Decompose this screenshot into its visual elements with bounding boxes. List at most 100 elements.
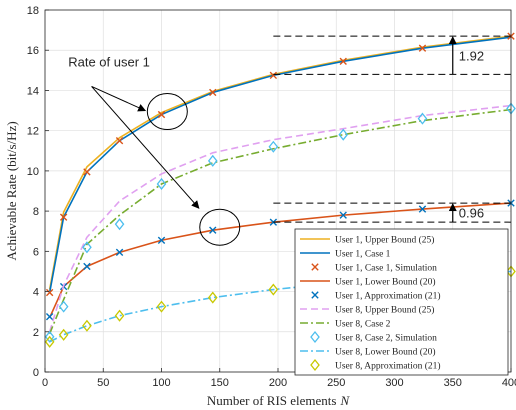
legend-label: User 8, Case 2, Simulation [335,334,437,344]
legend-swatch [311,263,319,271]
data-point [114,218,125,231]
data-point [418,44,427,52]
series-user-1-case-1 [48,36,512,293]
data-point [418,205,427,213]
y-tick-label: 12 [27,126,39,138]
data-point [83,168,91,176]
data-point [59,213,68,221]
data-point [268,283,279,296]
data-point [114,309,125,322]
x-tick-label: 150 [211,377,229,389]
y-axis-title: Achievable Rate (bit/s/Hz) [4,121,19,260]
legend-swatch [310,330,320,344]
data-point [339,211,347,219]
x-tick-label: 100 [152,377,170,389]
data-point [44,335,55,348]
data-point [269,71,278,80]
legend-entry: User 1, Lower Bound (20) [300,277,436,288]
x-axis-title-symbol: N [339,393,350,408]
legend-entry: User 8, Approximation (21) [310,358,441,372]
y-tick-label: 8 [33,206,39,218]
x-tick-label: 250 [327,377,345,389]
data-point [115,248,124,257]
x-tick-label: 0 [42,377,48,389]
legend-label: User 1, Approximation (21) [335,291,441,302]
legend-entry: User 1, Case 1, Simulation [311,263,437,274]
gap-value-label: 0.96 [459,206,484,221]
annotation-gap-lower: 0.96 [273,202,511,223]
annotation-gap-upper: 1.92 [273,35,511,75]
annotation-rate-user1: Rate of user 1 [68,54,150,69]
data-point [268,140,279,153]
legend-entry: User 1, Case 1 [300,250,391,260]
data-point [157,110,166,119]
data-point [417,112,428,125]
y-tick-label: 4 [33,287,39,299]
legend-label: User 8, Case 2 [335,320,391,330]
annotation-arrow-lower [91,86,200,209]
data-point [45,288,54,297]
data-point [58,300,69,313]
annotation-group: Rate of user 1 1.92 0.96 [68,35,511,246]
legend-label: User 8, Lower Bound (20) [335,347,436,358]
series-user-8-case-2 [48,108,512,335]
y-tick-label: 18 [27,5,39,17]
y-tick-label: 0 [33,367,39,379]
x-axis-title: Number of RIS elements N [207,393,351,408]
series-user-1-case-1-simulation [45,32,515,297]
x-tick-label: 300 [385,377,403,389]
legend-entry: User 8, Lower Bound (20) [300,347,436,358]
series-line [48,35,512,290]
data-point [82,241,92,254]
annotation-circle-lower [199,208,241,246]
x-tick-label: 350 [444,377,462,389]
legend-label: User 1, Case 1, Simulation [335,264,437,274]
legend-label: User 8, Upper Bound (25) [335,305,434,316]
legend-label: User 8, Approximation (21) [335,361,441,372]
x-tick-label: 50 [97,377,109,389]
legend-box [294,228,509,376]
series-user-1-upper-bound-25 [48,35,512,290]
series-line [48,108,512,335]
y-tick-label: 2 [33,327,39,339]
data-point [83,262,91,271]
x-tick-label: 400 [502,377,516,389]
legend-entry: User 8, Upper Bound (25) [300,305,434,316]
series-user-8-case-2-simulation [44,102,516,343]
data-point [338,128,349,141]
data-point [45,312,54,321]
y-tick-label: 16 [27,45,39,57]
legend: User 1, Upper Bound (25) User 1, Case 1 Us… [294,228,509,376]
legend-label: User 1, Lower Bound (20) [335,277,436,288]
legend-entry: User 8, Case 2 [300,320,391,330]
annotation-circle-upper [146,93,188,131]
series-user-1-lower-bound-20 [48,202,512,319]
data-point [115,137,124,145]
y-tick-label: 14 [27,85,39,97]
legend-entry: User 8, Case 2, Simulation [310,330,437,344]
data-point [209,226,217,234]
legend-swatch [310,358,320,372]
legend-swatch [311,291,319,299]
data-point [157,236,166,244]
x-tick-label: 200 [269,377,287,389]
data-point [207,291,218,304]
x-axis-title-main: Number of RIS elements [207,393,337,408]
legend-entry: User 1, Upper Bound (25) [300,235,434,246]
y-tick-label: 6 [33,246,39,258]
ticks: 0 50 100 150 200 250 300 350 400 0 2 4 6 8 10 12 14 16 18 [27,5,516,389]
data-point [207,154,218,167]
y-tick-label: 10 [27,166,39,178]
data-point [156,177,167,191]
series-line [48,36,512,293]
series-line [48,202,512,319]
data-point [209,88,217,97]
data-point [156,300,167,313]
gap-value-label: 1.92 [459,48,484,63]
series-user-1-approximation-21 [45,199,515,321]
data-point [339,57,347,65]
annotation-arrow-upper [91,85,147,112]
legend-label: User 1, Upper Bound (25) [335,235,434,246]
data-point [82,319,92,332]
